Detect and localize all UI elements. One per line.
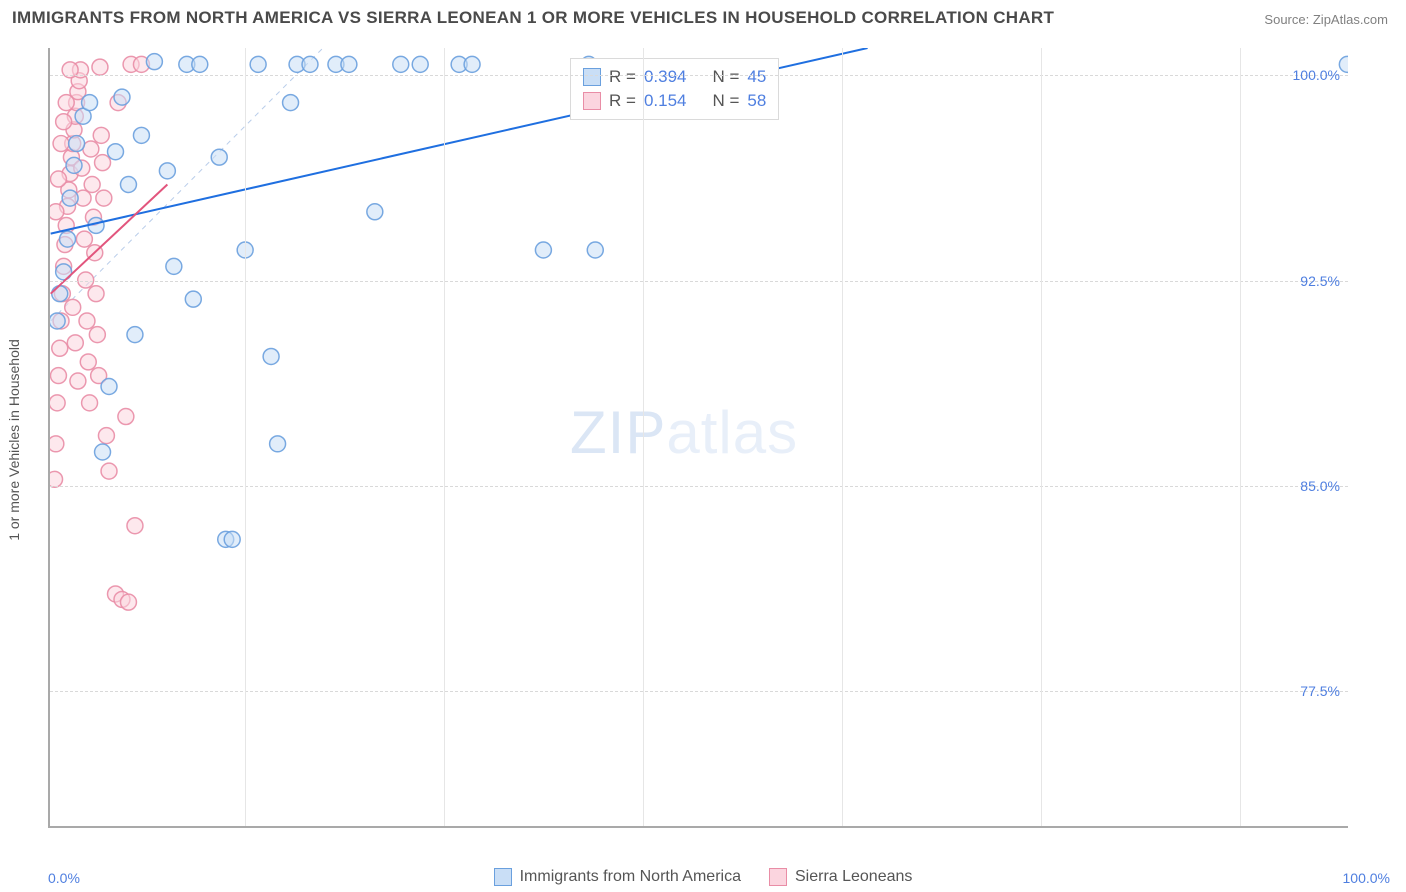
source-value: ZipAtlas.com xyxy=(1313,12,1388,27)
legend-label-1: Sierra Leoneans xyxy=(795,868,912,886)
source-label: Source: xyxy=(1264,12,1309,27)
legend-item-1: Sierra Leoneans xyxy=(769,868,912,886)
stats-N-value: 58 xyxy=(747,89,766,113)
source-attribution: Source: ZipAtlas.com xyxy=(1264,12,1388,27)
stats-R-label: R = xyxy=(609,89,636,113)
y-tick-label: 77.5% xyxy=(1300,683,1340,699)
stats-row: R = 0.394 N = 45 xyxy=(583,65,766,89)
stats-N-label: N = xyxy=(712,89,739,113)
y-tick-label: 85.0% xyxy=(1300,478,1340,494)
stats-row: R = 0.154 N = 58 xyxy=(583,89,766,113)
stats-N-label: N = xyxy=(712,65,739,89)
y-tick-label: 100.0% xyxy=(1293,67,1340,83)
legend-swatch-1 xyxy=(769,868,787,886)
stats-swatch xyxy=(583,92,601,110)
legend-swatch-0 xyxy=(494,868,512,886)
chart-title: IMMIGRANTS FROM NORTH AMERICA VS SIERRA … xyxy=(12,8,1054,28)
stats-R-label: R = xyxy=(609,65,636,89)
chart-container: IMMIGRANTS FROM NORTH AMERICA VS SIERRA … xyxy=(0,0,1406,892)
plot-area: ZIPatlas R = 0.394 N = 45 R = 0.154 N = … xyxy=(48,48,1348,828)
stats-N-value: 45 xyxy=(747,65,766,89)
y-tick-label: 92.5% xyxy=(1300,273,1340,289)
stats-legend-box: R = 0.394 N = 45 R = 0.154 N = 58 xyxy=(570,58,779,120)
legend-item-0: Immigrants from North America xyxy=(494,868,741,886)
stats-R-value: 0.394 xyxy=(644,65,687,89)
bottom-legend: Immigrants from North America Sierra Leo… xyxy=(0,868,1406,886)
stats-swatch xyxy=(583,68,601,86)
legend-label-0: Immigrants from North America xyxy=(520,868,741,886)
stats-R-value: 0.154 xyxy=(644,89,687,113)
y-axis-label: 1 or more Vehicles in Household xyxy=(6,339,22,541)
